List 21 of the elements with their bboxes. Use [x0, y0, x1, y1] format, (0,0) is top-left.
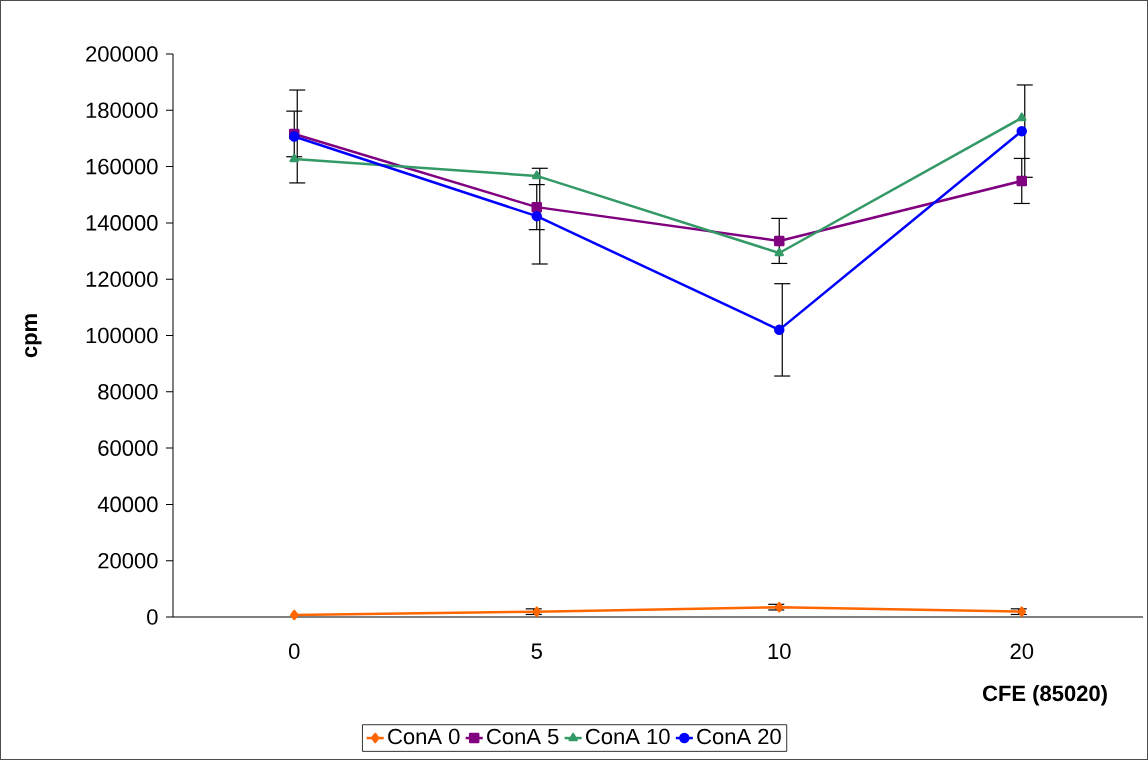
y-tick-label: 40000	[97, 496, 158, 513]
x-tick-label: 20	[1010, 643, 1034, 660]
x-axis-title: CFE (85020)	[982, 685, 1107, 706]
y-tick-label: 200000	[86, 46, 158, 62]
x-tick-label: 0	[289, 643, 300, 660]
y-tick-label: 160000	[86, 158, 158, 175]
y-tick-label: 80000	[98, 384, 158, 400]
legend-label: ConA 5	[487, 728, 559, 745]
y-tick-label: 60000	[98, 440, 158, 456]
x-tick-label: 5	[531, 643, 542, 659]
y-tick-label: 100000	[86, 327, 158, 344]
y-tick-label: 180000	[86, 102, 158, 119]
y-tick-label: 0	[147, 609, 158, 625]
y-axis-title: cpm	[25, 314, 42, 358]
x-tick-label: 10	[768, 643, 791, 660]
y-tick-label: 20000	[98, 552, 158, 569]
legend-label: ConA 20	[697, 728, 781, 745]
y-tick-label: 120000	[86, 271, 158, 287]
y-tick-label: 140000	[86, 215, 158, 231]
legend-label: ConA 0	[388, 728, 460, 745]
legend-label: ConA 10	[586, 728, 670, 745]
